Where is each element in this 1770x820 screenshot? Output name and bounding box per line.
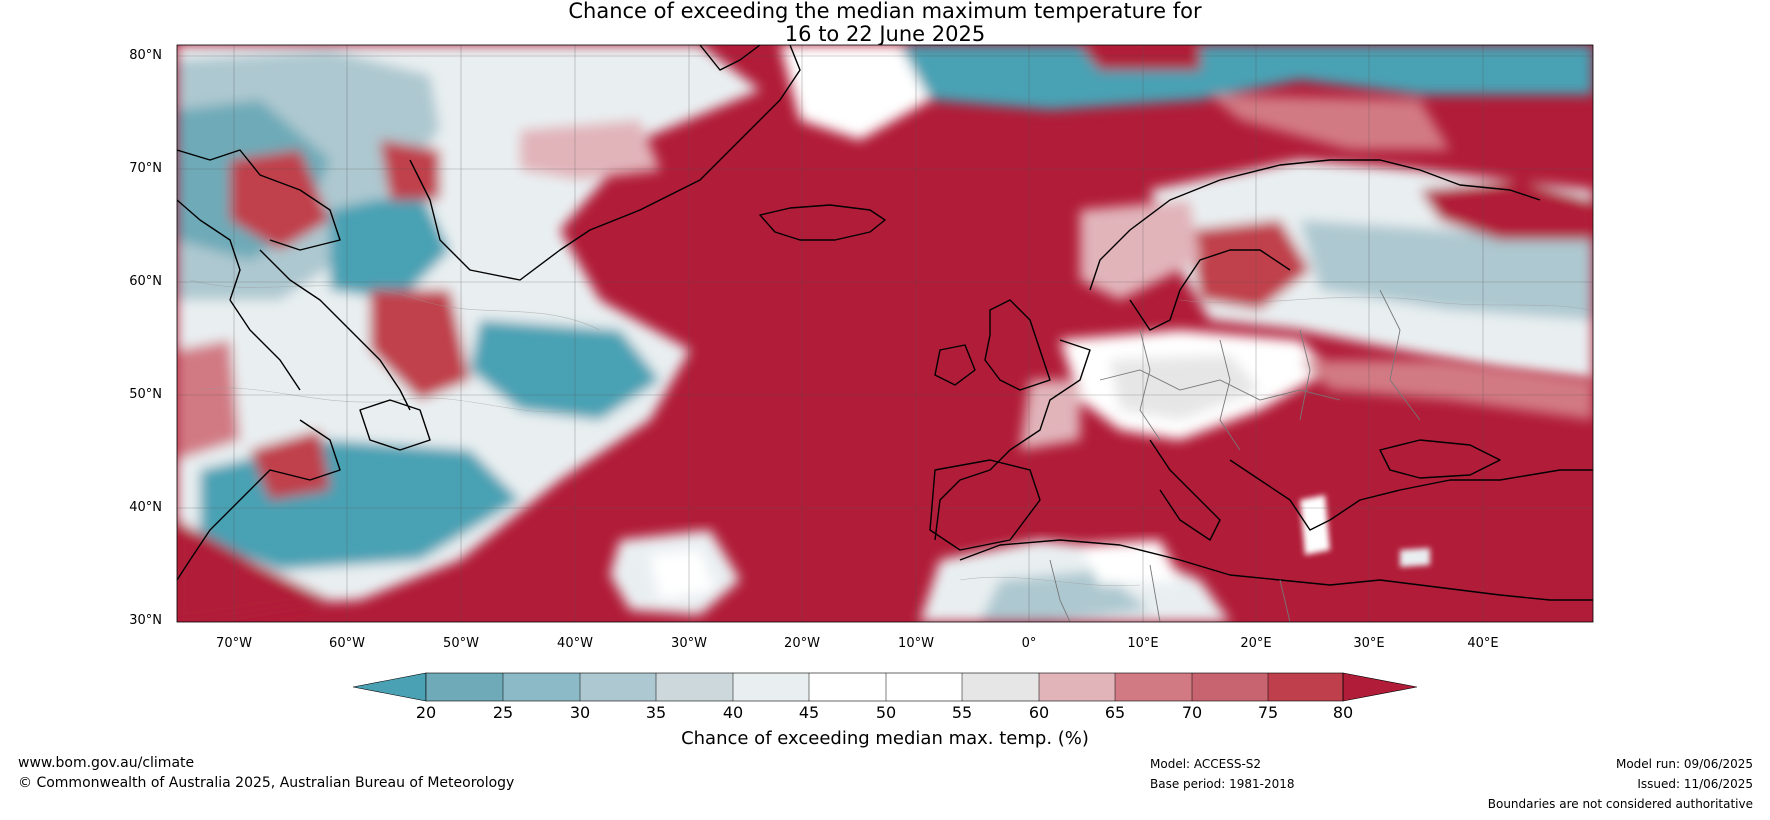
lon-label: 20°E <box>1240 636 1272 651</box>
issued-text: Issued: 11/06/2025 <box>1637 777 1753 791</box>
colorbar-tick: 30 <box>569 703 591 722</box>
colorbar-tick: 55 <box>951 703 973 722</box>
lon-label: 60°W <box>329 636 365 651</box>
britain-coast <box>984 299 1051 391</box>
lon-label: 0° <box>1021 636 1037 651</box>
colorbar-tick: 65 <box>1104 703 1126 722</box>
lat-label: 80°N <box>129 48 162 63</box>
lat-label: 30°N <box>129 613 162 628</box>
map-title: Chance of exceeding the median maximum t… <box>0 0 1770 46</box>
scandinavia-coast <box>1089 159 1541 291</box>
base-period-text: Base period: 1981-2018 <box>1150 777 1295 791</box>
colorbar-tick: 40 <box>722 703 744 722</box>
copyright-text: © Commonwealth of Australia 2025, Austra… <box>18 775 515 791</box>
greenland-coast <box>409 45 801 281</box>
lat-label: 70°N <box>129 161 162 176</box>
lon-label: 50°W <box>443 636 479 651</box>
lat-label: 60°N <box>129 274 162 289</box>
colorbar-bin <box>733 673 809 701</box>
colorbar-tick: 50 <box>875 703 897 722</box>
boundaries-note: Boundaries are not considered authoritat… <box>1487 797 1753 811</box>
colorbar-tick: 80 <box>1332 703 1354 722</box>
colorbar-bin <box>962 673 1039 701</box>
title-line-2: 16 to 22 June 2025 <box>784 22 986 46</box>
coastlines <box>177 45 1593 601</box>
lon-label: 10°E <box>1127 636 1159 651</box>
model-text: Model: ACCESS-S2 <box>1150 757 1262 771</box>
map-frame <box>176 44 1594 623</box>
lon-label: 10°W <box>898 636 934 651</box>
iceland-coast <box>759 204 886 241</box>
lon-label: 30°W <box>671 636 707 651</box>
lon-label: 70°W <box>216 636 252 651</box>
website-link[interactable]: www.bom.gov.au/climate <box>18 755 195 771</box>
colorbar-label: Chance of exceeding median max. temp. (%… <box>681 728 1089 749</box>
lon-label: 40°E <box>1467 636 1499 651</box>
colorbar <box>352 672 1418 702</box>
lon-label: 20°W <box>784 636 820 651</box>
colorbar-bin <box>656 673 733 701</box>
lat-label: 50°N <box>129 387 162 402</box>
colorbar-tick: 45 <box>798 703 820 722</box>
lon-label: 30°E <box>1353 636 1385 651</box>
colorbar-bin <box>809 673 886 701</box>
colorbar-tick: 60 <box>1028 703 1050 722</box>
graticule <box>177 45 1593 622</box>
model-run-text: Model run: 09/06/2025 <box>1615 757 1753 771</box>
colorbar-tick: 25 <box>492 703 514 722</box>
probability-field <box>177 45 1593 622</box>
colorbar-bin <box>1268 673 1343 701</box>
country-borders <box>1049 289 1421 622</box>
colorbar-min-arrow <box>352 672 427 702</box>
colorbar-bin <box>426 673 503 701</box>
colorbar-max-arrow <box>1342 672 1418 702</box>
colorbar-tick: 75 <box>1257 703 1279 722</box>
colorbar-tick: 35 <box>645 703 667 722</box>
colorbar-bin <box>1039 673 1115 701</box>
lat-label: 40°N <box>129 500 162 515</box>
colorbar-bin <box>503 673 580 701</box>
colorbar-tick: 70 <box>1181 703 1203 722</box>
colorbar-bin <box>1115 673 1192 701</box>
title-line-1: Chance of exceeding the median maximum t… <box>568 0 1202 23</box>
colorbar-bin <box>1192 673 1268 701</box>
colorbar-bin <box>580 673 656 701</box>
colorbar-bin <box>886 673 962 701</box>
lon-label: 40°W <box>557 636 593 651</box>
colorbar-tick: 20 <box>415 703 437 722</box>
